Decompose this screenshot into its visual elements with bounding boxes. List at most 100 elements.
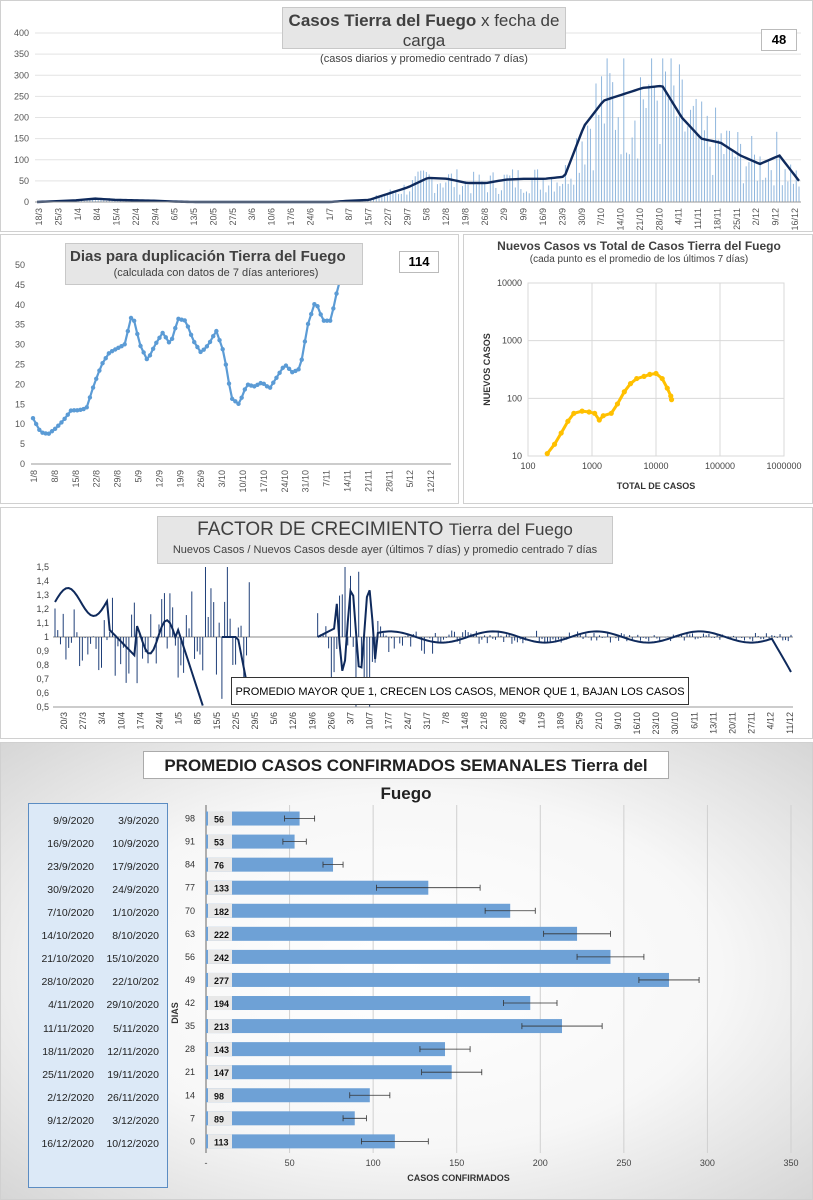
growth-factor-title: FACTOR DE CRECIMIENTO Tierra del Fuego N… [157, 516, 613, 564]
date-range-row: 16/9/2020 10/9/2020 [29, 833, 169, 856]
x-tick-label: 1/4 [73, 208, 83, 221]
daily-cases-title-rest: x fecha de carga [402, 11, 560, 50]
trajectory-point [634, 375, 640, 382]
weekly-value-bg [208, 926, 232, 941]
doubling-point [305, 321, 311, 327]
x-tick-label: 22/4 [131, 208, 141, 226]
weekly-value-bg [208, 880, 232, 895]
x-tick-label: 2/12 [751, 208, 761, 226]
y-tick-label: 1 [44, 632, 49, 642]
doubling-point [71, 408, 77, 413]
doubling-point [271, 380, 276, 385]
date-range-row: 28/10/2020 22/10/202 [29, 971, 169, 994]
x-tick-label: 15/5 [212, 712, 222, 730]
x-tick-label: 1000000 [766, 461, 801, 471]
y-tick-label: 0,8 [36, 660, 49, 670]
x-tick-label: 16/12 [790, 208, 800, 231]
x-tick-label: 31/7 [422, 712, 432, 730]
weekly-value-label: 89 [214, 1114, 224, 1124]
x-tick-label: 8/5 [193, 712, 203, 725]
y-tick-label: 45 [15, 280, 25, 290]
x-tick-label: 10000 [643, 461, 668, 471]
trajectory-point [664, 385, 670, 391]
trajectory-point [641, 373, 647, 380]
x-tick-label: 11/9 [537, 712, 547, 729]
x-tick-label: 30/9 [577, 208, 587, 226]
days-tick-label: 7 [190, 1113, 195, 1123]
doubling-point [157, 335, 162, 341]
trajectory-point [600, 413, 606, 419]
range-start-date: 29/10/2020 [106, 999, 159, 1012]
x-tick-label: 8/8 [50, 470, 60, 483]
growth-factor-note: PROMEDIO MAYOR QUE 1, CRECEN LOS CASOS, … [231, 677, 689, 705]
doubling-point [94, 376, 99, 381]
range-end-date: 18/11/2020 [42, 1045, 94, 1058]
doubling-point [135, 331, 140, 337]
x-tick-label: 300 [700, 1158, 715, 1168]
weekly-value-bg [208, 903, 232, 918]
weekly-value-bg [208, 972, 232, 987]
x-tick-label: 10/7 [365, 712, 375, 730]
range-start-date: 1/10/2020 [112, 907, 159, 920]
x-tick-label: 29/8 [113, 470, 123, 488]
doubling-point [302, 339, 308, 344]
weekly-value-label: 213 [214, 1022, 229, 1032]
weekly-bar [206, 1065, 452, 1080]
doubling-point [267, 385, 273, 390]
doubling-point [192, 339, 197, 345]
days-tick-label: 56 [185, 952, 195, 962]
x-tick-label: 31/10 [301, 470, 311, 493]
growth-factor-subtitle: Nuevos Casos / Nuevos Casos desde ayer (… [172, 544, 598, 556]
weekly-value-bg [208, 1042, 232, 1057]
x-tick-label: 18/3 [34, 208, 44, 226]
x-tick-label: 16/9 [538, 208, 548, 226]
doubling-point [154, 340, 159, 345]
x-tick-label: 20/3 [59, 712, 69, 730]
x-tick-label: 7/11 [322, 470, 332, 487]
doubling-point [331, 306, 336, 311]
doubling-point [30, 416, 36, 421]
daily-cases-panel: 0 50 100 150 200 250 300 350 400 18/3 25/3 1/4 8/4 15… [0, 0, 813, 232]
x-tick-label: 100 [366, 1158, 381, 1168]
range-start-date: 26/11/2020 [107, 1091, 159, 1104]
x-tick-label: 23/10 [651, 712, 661, 735]
range-end-date: 9/9/2020 [53, 815, 94, 827]
x-tick-label: 6/11 [689, 712, 699, 729]
date-range-row: 23/9/2020 17/9/2020 [29, 856, 169, 879]
trajectory-point [551, 441, 558, 447]
y-tick-label: 0 [24, 197, 29, 207]
range-start-date: 19/11/2020 [107, 1068, 159, 1081]
weekly-value-label: 98 [214, 1091, 224, 1101]
weekly-bar [206, 1111, 355, 1126]
y-tick-label: 40 [15, 300, 25, 310]
y-tick-label: 10 [15, 419, 25, 429]
x-tick-label: 13/5 [189, 208, 199, 226]
x-tick-label: 3/6 [247, 208, 257, 221]
doubling-days-subtitle: (calculada con datos de 7 días anteriore… [113, 267, 319, 279]
trajectory-point [621, 389, 627, 395]
weekly-bar [206, 972, 669, 987]
doubling-point [315, 304, 320, 309]
doubling-point [309, 311, 314, 317]
doubling-point [65, 412, 70, 417]
x-tick-label: 10/4 [116, 712, 126, 730]
x-tick-label: 27/3 [78, 712, 88, 730]
days-tick-label: 63 [185, 929, 195, 939]
weekly-bar [206, 903, 511, 918]
doubling-days-title: Dias para duplicación Tierra del Fuego (… [65, 243, 363, 285]
days-tick-label: 14 [185, 1090, 195, 1100]
doubling-point [33, 421, 39, 427]
new-vs-total-panel: 100 1000 10000 100000 1000000 10 100 1000 10000 T… [463, 234, 813, 504]
y-tick-label: 1,2 [36, 604, 49, 614]
x-tick-label: 17/7 [384, 712, 394, 730]
growth-average-line [221, 636, 251, 696]
x-tick-label: 15/4 [112, 208, 122, 226]
date-range-row: 4/11/2020 29/10/2020 [29, 994, 169, 1017]
trajectory-point [627, 381, 634, 387]
daily-cases-title: Casos Tierra del Fuego x fecha de carga … [282, 7, 566, 65]
x-tick-label: 30/10 [670, 712, 680, 735]
y-axis-title: NUEVOS CASOS [482, 333, 492, 406]
weekly-bar [206, 926, 578, 941]
y-tick-label: 1,1 [36, 618, 49, 628]
doubling-point [229, 396, 235, 402]
